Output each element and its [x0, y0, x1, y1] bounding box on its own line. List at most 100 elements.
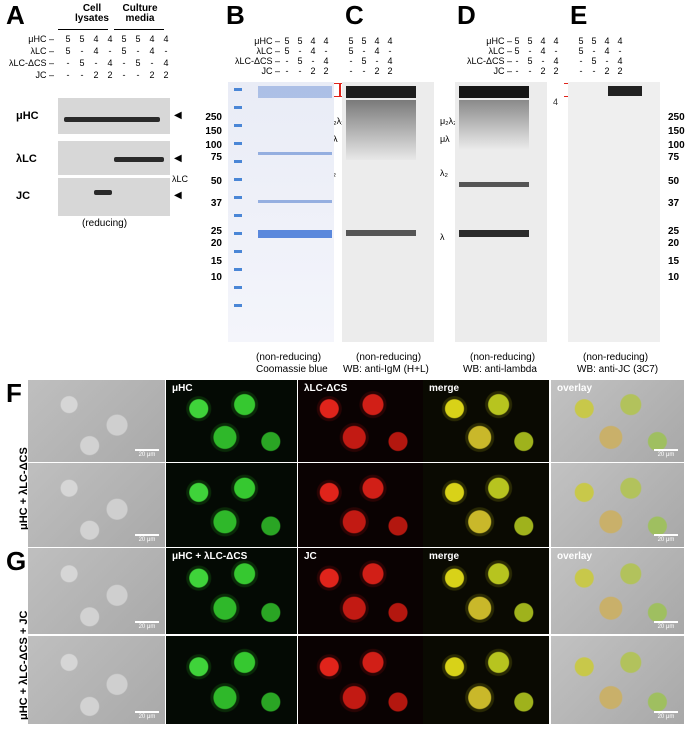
- scale-bar: 20 μm: [135, 449, 159, 458]
- cell-value: -: [285, 66, 289, 76]
- caption-e-stain: WB: anti-JC (3C7): [577, 364, 659, 375]
- cell-value: 4: [374, 36, 380, 46]
- cell-value: -: [80, 70, 84, 80]
- cell-value: 5: [578, 36, 584, 46]
- smear: [346, 100, 416, 160]
- cell-value: 4: [617, 36, 623, 46]
- micrograph-f-row2-col5: 20 μm: [551, 463, 684, 547]
- micrograph-g-row2-col3: [298, 636, 423, 724]
- cell-value: 4: [93, 46, 99, 56]
- cell-lysates-header: Cell lysates: [75, 3, 109, 24]
- cell-value: 4: [149, 34, 155, 44]
- band: [64, 117, 160, 122]
- scale-bar-line: [135, 534, 159, 536]
- cell-value: -: [349, 56, 353, 66]
- gel-b-coomassie: [228, 82, 334, 342]
- cell-value: 5: [135, 34, 141, 44]
- band: [346, 230, 416, 236]
- cell-value: 5: [348, 36, 354, 46]
- cell-value: 5: [79, 58, 85, 68]
- arrowhead-icon: ◀: [174, 110, 182, 121]
- channel-label: μHC + λLC-ΔCS: [172, 551, 248, 562]
- caption-b-condition: (non-reducing): [256, 352, 322, 363]
- micrograph-g-row1-col4: merge: [423, 548, 549, 634]
- mw-marker-b: 10: [210, 272, 222, 283]
- scale-bar-label: 20 μm: [657, 537, 675, 543]
- cell-value: 2: [387, 66, 393, 76]
- cell-value: 2: [617, 66, 623, 76]
- caption-c-stain: WB: anti-IgM (H+L): [343, 364, 429, 375]
- cell-value: -: [136, 46, 140, 56]
- band: [114, 157, 164, 162]
- cell-value: -: [298, 46, 302, 56]
- cell-value: 5: [284, 46, 290, 56]
- panel-label-c: C: [345, 0, 364, 30]
- cell-value: -: [349, 66, 353, 76]
- cell-value: -: [164, 46, 168, 56]
- channel-label: JC: [304, 551, 317, 562]
- row-label-lambdaLC_dCS-d: λLC-ΔCS –: [466, 56, 512, 66]
- micrograph-f-row1-col1: 20 μm: [28, 380, 165, 462]
- cell-value: 4: [163, 58, 169, 68]
- panel-label-d: D: [457, 0, 476, 30]
- cell-value: 2: [107, 70, 113, 80]
- cell-value: -: [618, 46, 622, 56]
- scale-bar-label: 20 μm: [657, 714, 675, 720]
- micrograph-g-row2-col4: [423, 636, 549, 724]
- band-label-mu2lambda2: μ₂λ₂: [440, 116, 457, 126]
- cell-value: -: [554, 46, 558, 56]
- mw-marker-b: 150: [205, 126, 222, 137]
- scale-bar: 20 μm: [654, 621, 678, 630]
- cell-value: 4: [323, 56, 329, 66]
- band: [258, 152, 332, 155]
- cell-value: 5: [361, 36, 367, 46]
- blot-label-jc: JC: [16, 190, 31, 202]
- band: [258, 86, 332, 98]
- cell-value: -: [122, 58, 126, 68]
- cell-value: 4: [93, 34, 99, 44]
- cell-value: 4: [163, 34, 169, 44]
- cell-value: -: [528, 46, 532, 56]
- mw-marker-e: 20: [668, 238, 680, 249]
- cell-value: 4: [553, 36, 559, 46]
- cell-value: 2: [604, 66, 610, 76]
- panel-label-f: F: [6, 378, 22, 408]
- caption-d-stain: WB: anti-lambda: [463, 364, 537, 375]
- mw-marker-b: 50: [210, 176, 222, 187]
- micrograph-g-row1-col1: 20 μm: [28, 548, 165, 634]
- channel-label: overlay: [557, 551, 593, 562]
- cell-value: 2: [163, 70, 169, 80]
- cell-value: 4: [310, 46, 316, 56]
- blot-label-muhc: μHC: [16, 110, 39, 122]
- cell-value: 5: [284, 36, 290, 46]
- micrograph-g-row1-col5: overlay 20 μm: [551, 548, 684, 634]
- cell-value: 2: [93, 70, 99, 80]
- row-label-muHC-b: μHC –: [254, 36, 280, 46]
- row-label-JC-b: JC –: [261, 66, 280, 76]
- cell-value: 5: [348, 46, 354, 56]
- micrograph-g-row2-col2: [166, 636, 297, 724]
- cell-value: 4: [149, 46, 155, 56]
- well-bracket-right: [334, 83, 340, 97]
- cell-value: -: [515, 56, 519, 66]
- row-label-lambdaLC-d: λLC –: [488, 46, 512, 56]
- blot-d-anti-lambda: [455, 82, 547, 342]
- smear: [459, 100, 529, 150]
- cell-value: 2: [149, 70, 155, 80]
- cell-value: -: [592, 46, 596, 56]
- lane-number: 4: [553, 97, 559, 107]
- band: [258, 200, 332, 203]
- panel-label-b: B: [226, 0, 245, 30]
- cell-value: 4: [553, 56, 559, 66]
- cell-value: 5: [297, 56, 303, 66]
- blot-a-jc: [58, 178, 170, 216]
- cell-value: 5: [527, 56, 533, 66]
- marker-ladder: [234, 88, 242, 318]
- cell-value: 4: [540, 36, 546, 46]
- scale-bar-line: [135, 711, 159, 713]
- band-label-lambda2: λ₂: [440, 168, 448, 178]
- scale-bar-line: [654, 449, 678, 451]
- band: [608, 86, 642, 96]
- scale-bar-line: [135, 621, 159, 623]
- micrograph-f-row2-col4: [423, 463, 549, 547]
